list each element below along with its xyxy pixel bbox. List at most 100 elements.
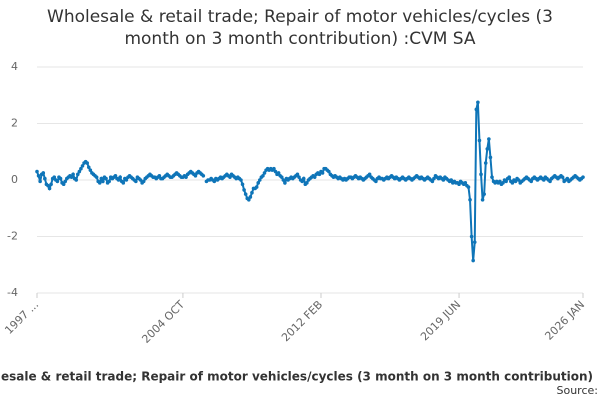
point bbox=[80, 164, 85, 168]
point bbox=[441, 178, 446, 182]
point bbox=[457, 182, 461, 187]
point bbox=[75, 172, 80, 177]
point bbox=[257, 178, 262, 182]
point bbox=[86, 165, 91, 170]
point bbox=[482, 192, 486, 196]
point bbox=[581, 175, 585, 179]
point bbox=[469, 234, 474, 239]
point bbox=[479, 172, 483, 177]
point bbox=[99, 176, 104, 181]
point bbox=[212, 179, 217, 184]
point bbox=[38, 179, 42, 184]
point bbox=[113, 173, 118, 178]
point bbox=[46, 183, 50, 188]
point bbox=[134, 179, 138, 184]
point bbox=[240, 182, 245, 187]
point bbox=[300, 179, 304, 184]
point bbox=[430, 179, 435, 184]
point bbox=[121, 181, 126, 185]
point bbox=[55, 179, 60, 184]
point bbox=[480, 197, 485, 202]
point bbox=[36, 173, 41, 178]
point bbox=[374, 179, 378, 184]
point bbox=[320, 171, 325, 175]
point bbox=[261, 173, 265, 178]
point bbox=[565, 176, 570, 181]
x-tick-label: 1997 ... bbox=[2, 298, 41, 337]
source: Source: bbox=[557, 384, 599, 397]
point bbox=[141, 179, 146, 184]
point bbox=[490, 175, 494, 179]
point bbox=[548, 179, 552, 184]
point bbox=[63, 179, 68, 184]
point bbox=[472, 240, 477, 244]
x-axis-label: esale & retail trade; Repair of motor ve… bbox=[1, 370, 593, 384]
point bbox=[250, 190, 254, 195]
point bbox=[312, 175, 317, 179]
point bbox=[301, 176, 306, 181]
x-tick-label: 2026 JAN bbox=[542, 298, 587, 343]
point bbox=[97, 181, 102, 185]
point bbox=[248, 195, 253, 199]
point bbox=[281, 178, 286, 182]
point bbox=[476, 100, 480, 105]
point bbox=[513, 179, 518, 184]
y-tick-label: 4 bbox=[11, 60, 18, 73]
point bbox=[256, 181, 261, 185]
point bbox=[516, 178, 521, 182]
point bbox=[367, 172, 372, 177]
point bbox=[41, 171, 46, 175]
point bbox=[466, 185, 471, 189]
point bbox=[541, 178, 546, 182]
point bbox=[279, 175, 284, 179]
point bbox=[138, 178, 143, 182]
point bbox=[77, 169, 82, 174]
point bbox=[124, 178, 129, 182]
point bbox=[52, 175, 57, 179]
point bbox=[295, 172, 300, 177]
point bbox=[94, 175, 99, 179]
point bbox=[477, 138, 482, 143]
point bbox=[104, 176, 108, 181]
point bbox=[471, 258, 475, 263]
point bbox=[239, 178, 243, 182]
x-tick-label: 2012 FEB bbox=[279, 298, 325, 344]
y-tick-label: -2 bbox=[7, 230, 18, 243]
point bbox=[463, 181, 468, 185]
point bbox=[242, 188, 246, 192]
point bbox=[474, 107, 479, 112]
point bbox=[71, 172, 75, 177]
point bbox=[118, 175, 122, 179]
point bbox=[483, 161, 488, 165]
point bbox=[243, 192, 248, 196]
point bbox=[35, 169, 39, 174]
point bbox=[485, 147, 490, 151]
point bbox=[85, 161, 90, 165]
point bbox=[305, 181, 309, 185]
point bbox=[297, 175, 301, 179]
y-tick-label: 2 bbox=[11, 117, 18, 130]
point bbox=[507, 175, 512, 179]
point bbox=[49, 182, 53, 187]
y-tick-label: 0 bbox=[11, 173, 18, 186]
point bbox=[498, 179, 502, 184]
point bbox=[560, 175, 565, 179]
point bbox=[276, 171, 281, 175]
point bbox=[272, 166, 276, 171]
point bbox=[510, 181, 515, 185]
point bbox=[317, 172, 322, 177]
point bbox=[432, 176, 436, 181]
point bbox=[107, 179, 111, 184]
point bbox=[273, 169, 278, 174]
point bbox=[58, 176, 63, 181]
point bbox=[247, 197, 251, 202]
point bbox=[193, 173, 198, 178]
point bbox=[157, 173, 162, 178]
point bbox=[283, 181, 287, 185]
point bbox=[504, 179, 508, 184]
point bbox=[529, 179, 534, 184]
point bbox=[74, 178, 79, 182]
y-tick-label: -4 bbox=[7, 286, 18, 299]
